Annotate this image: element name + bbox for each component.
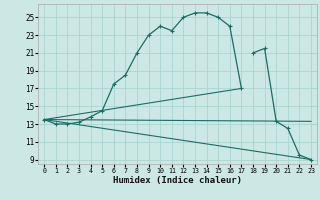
X-axis label: Humidex (Indice chaleur): Humidex (Indice chaleur): [113, 176, 242, 185]
